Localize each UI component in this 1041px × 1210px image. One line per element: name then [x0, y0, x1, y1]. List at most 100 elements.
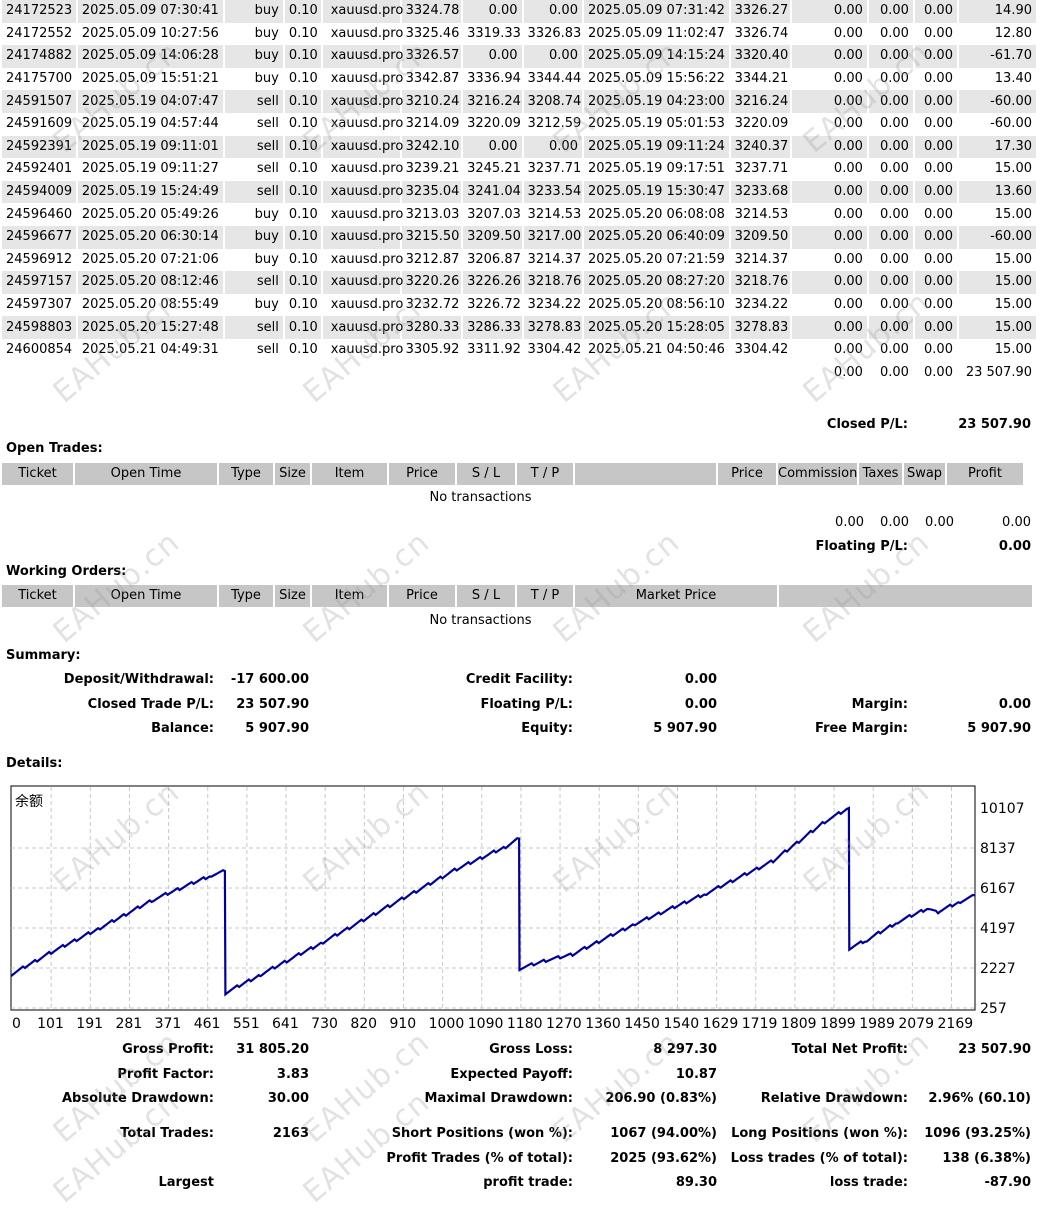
trade-item: xauusd.pro	[330, 297, 404, 313]
x-tick-label: 101	[37, 1016, 64, 1032]
trade-open-price: 3242.10	[401, 135, 462, 159]
wo-header-tp: T / P	[517, 585, 573, 607]
trade-close-price: 3278.83	[730, 316, 791, 339]
short-positions-value: 1067 (94.00%)	[610, 1126, 717, 1141]
trade-row: 24597157 2025.05.20 08:12:46 sell 0.10 xauus…	[2, 271, 1036, 294]
trade-profit: 15.00	[994, 251, 1032, 267]
trade-type: buy	[225, 0, 283, 23]
trade-commission: 0.00	[833, 297, 863, 313]
trade-tp: 3214.53	[527, 206, 582, 222]
trade-tp: 3214.37	[527, 251, 582, 267]
trade-row: 24600854 2025.05.21 04:49:31 sell 0.10 xauus…	[2, 339, 1036, 362]
trade-row: 24172523 2025.05.09 07:30:41 buy 0.10 xauusd…	[2, 0, 1036, 23]
credit-value: 0.00	[684, 672, 717, 687]
open-trades-header: Ticket Open Time Type Size Item Price S …	[2, 463, 1036, 485]
trade-sl: 0.00	[463, 135, 522, 159]
absolute-drawdown-value: 30.00	[267, 1091, 309, 1106]
trade-close-time: 2025.05.20 06:08:08	[587, 206, 725, 222]
trade-item: xauusd.pro	[330, 116, 404, 132]
trade-close-price: 3220.09	[734, 116, 789, 132]
trade-type: buy	[225, 45, 283, 68]
trade-open-time: 2025.05.19 09:11:27	[81, 161, 219, 177]
trade-close-price: 3344.21	[734, 71, 789, 87]
trade-open-time: 2025.05.20 08:12:46	[77, 271, 224, 294]
trade-size: 0.10	[288, 251, 318, 267]
trade-taxes: 0.00	[868, 225, 913, 249]
working-orders-title: Working Orders:	[6, 564, 127, 579]
free-margin-label: Free Margin:	[815, 721, 908, 736]
trade-open-price: 3235.04	[401, 180, 462, 204]
trade-swap: 0.00	[924, 25, 953, 41]
y-tick-label: 6167	[980, 881, 1016, 897]
trade-sl: 3311.92	[467, 342, 521, 358]
trade-swap: 0.00	[924, 116, 953, 132]
long-positions-label: Long Positions (won %):	[731, 1126, 908, 1141]
trade-size: 0.10	[288, 297, 318, 313]
trade-profit: 15.00	[958, 271, 1036, 294]
trade-open-time: 2025.05.21 04:49:31	[81, 342, 219, 358]
trade-taxes: 0.00	[868, 316, 913, 339]
gross-profit-value: 31 805.20	[236, 1042, 309, 1057]
balance-series-line	[10, 806, 976, 997]
trade-ticket: 24591507	[2, 90, 76, 113]
trade-commission: 0.00	[833, 251, 863, 267]
trade-close-time: 2025.05.20 06:40:09	[583, 225, 729, 249]
trade-close-price: 3326.27	[730, 0, 791, 23]
x-tick-label: 820	[350, 1016, 377, 1032]
trade-open-time: 2025.05.20 07:21:06	[81, 251, 219, 267]
trade-tp: 0.00	[523, 45, 582, 68]
trade-type: buy	[254, 206, 279, 222]
trade-ticket: 24596460	[6, 206, 73, 222]
closed-pl-label: Closed P/L:	[826, 417, 908, 432]
closed-trade-pl-value: 23 507.90	[236, 697, 309, 712]
largest-label: Largest	[158, 1175, 214, 1190]
loss-trades-label: Loss trades (% of total):	[730, 1151, 908, 1166]
wo-header-sl: S / L	[457, 585, 515, 607]
x-tick-label: 1629	[703, 1016, 739, 1032]
trade-open-time: 2025.05.09 15:51:21	[81, 71, 219, 87]
trade-open-time: 2025.05.09 10:27:56	[81, 25, 219, 41]
chart-grid	[11, 787, 975, 1009]
trade-open-price: 3326.57	[401, 45, 462, 68]
trade-open-time: 2025.05.20 08:55:49	[81, 297, 219, 313]
trade-profit: 13.60	[958, 180, 1036, 204]
trade-tp: 3234.22	[527, 297, 582, 313]
trade-taxes: 0.00	[880, 206, 909, 222]
trade-ticket: 24174882	[2, 45, 76, 68]
trade-type: sell	[225, 135, 283, 159]
trade-item: xauusd.pro	[322, 135, 403, 159]
trade-size: 0.10	[284, 271, 321, 294]
trade-open-price: 3210.24	[401, 90, 462, 113]
trade-ticket: 24596912	[6, 251, 73, 267]
trade-ticket: 24591609	[6, 116, 73, 132]
header-profit: Profit	[947, 463, 1023, 485]
trade-tp: 0.00	[523, 135, 582, 159]
chart-plot-area	[10, 785, 976, 1011]
trade-type: sell	[256, 342, 279, 358]
trade-open-price: 3213.03	[405, 206, 460, 222]
equity-label: Equity:	[521, 721, 573, 736]
chart-title: 余额	[15, 793, 43, 810]
header-close-price: Price	[718, 463, 776, 485]
trade-type: sell	[225, 316, 283, 339]
trade-close-price: 3234.22	[734, 297, 789, 313]
trade-close-price: 3233.68	[730, 180, 791, 204]
long-positions-value: 1096 (93.25%)	[924, 1126, 1031, 1141]
trade-open-price: 3239.21	[405, 161, 460, 177]
trade-item: xauusd.pro	[322, 45, 403, 68]
closed-pl-value: 23 507.90	[958, 417, 1031, 432]
trade-type: buy	[225, 225, 283, 249]
y-tick-label: 4197	[980, 921, 1016, 937]
trade-open-price: 3212.87	[405, 251, 460, 267]
margin-value: 0.00	[998, 697, 1031, 712]
trade-profit: 13.40	[994, 71, 1032, 87]
trade-size: 0.10	[284, 225, 321, 249]
trade-row: 24591507 2025.05.19 04:07:47 sell 0.10 xauus…	[2, 90, 1036, 113]
largest-profit-label: profit trade:	[483, 1175, 573, 1190]
y-tick-label: 8137	[980, 841, 1016, 857]
relative-drawdown-value: 2.96% (60.10)	[928, 1091, 1031, 1106]
trade-type: buy	[254, 25, 279, 41]
trade-swap: 0.00	[924, 297, 953, 313]
trade-item: xauusd.pro	[330, 25, 404, 41]
header-swap: Swap	[904, 463, 945, 485]
